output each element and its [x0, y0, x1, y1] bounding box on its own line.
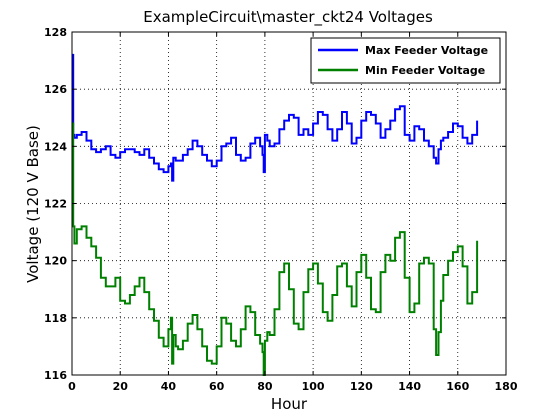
- x-tick-label: 0: [68, 380, 76, 393]
- x-tick-label: 120: [350, 380, 373, 393]
- x-tick-label: 40: [161, 380, 177, 393]
- x-tick-label: 80: [257, 380, 273, 393]
- x-tick-label: 60: [209, 380, 225, 393]
- y-tick-label: 120: [44, 255, 67, 268]
- x-tick-label: 140: [398, 380, 421, 393]
- x-axis-label: Hour: [271, 395, 308, 413]
- y-tick-label: 126: [44, 83, 67, 96]
- x-tick-label: 100: [302, 380, 325, 393]
- y-tick-label: 122: [44, 198, 67, 211]
- legend-label-max: Max Feeder Voltage: [365, 44, 488, 57]
- y-tick-label: 128: [44, 26, 67, 39]
- legend: Max Feeder Voltage Min Feeder Voltage: [311, 38, 500, 83]
- x-tick-label: 160: [446, 380, 469, 393]
- y-tick-label: 116: [44, 369, 67, 382]
- chart-title: ExampleCircuit\master_ckt24 Voltages: [143, 8, 433, 27]
- x-tick-label: 180: [495, 380, 518, 393]
- y-tick-label: 118: [44, 312, 67, 325]
- y-axis-label: Voltage (120 V Base): [24, 125, 42, 283]
- legend-label-min: Min Feeder Voltage: [365, 64, 485, 77]
- y-tick-label: 124: [44, 140, 67, 153]
- x-tick-label: 20: [113, 380, 129, 393]
